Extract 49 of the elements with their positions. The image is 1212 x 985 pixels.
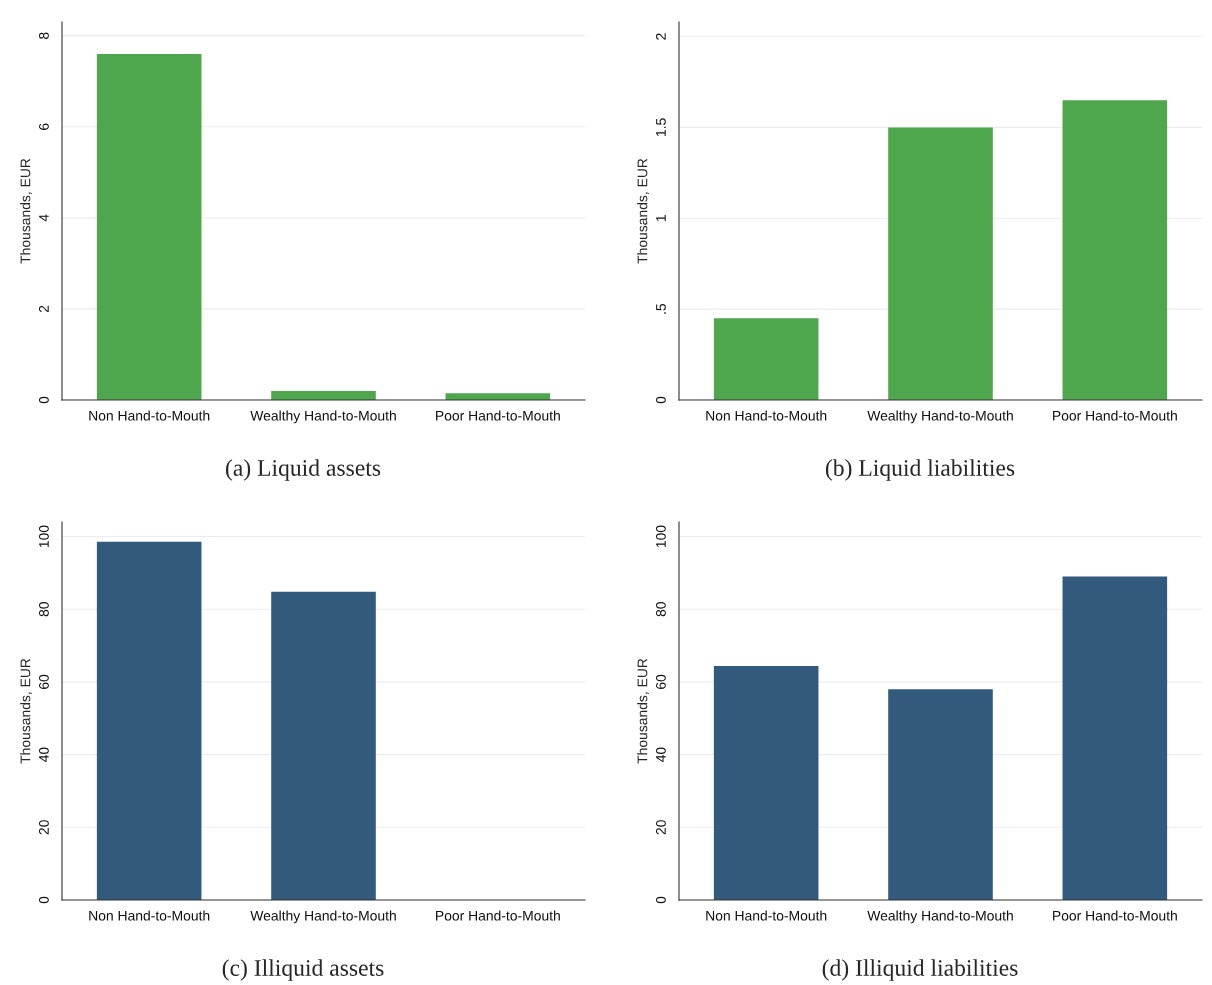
x-tick-label: Wealthy Hand-to-Mouth <box>867 410 1013 424</box>
y-tick-label: 20 <box>39 820 49 835</box>
bar <box>888 689 993 900</box>
y-tick-label: 1 <box>656 215 666 222</box>
bar <box>713 318 819 400</box>
y-tick-label: 80 <box>656 602 666 617</box>
text: (d) Illiquid liabilities <box>822 959 1018 981</box>
y-tick-label: 100 <box>656 525 666 548</box>
y-tick-label: 1.5 <box>656 118 666 136</box>
y-tick-label: 100 <box>39 525 49 548</box>
x-tick-label: Wealthy Hand-to-Mouth <box>250 410 396 424</box>
x-tick-label: Non Hand-to-Mouth <box>706 410 827 421</box>
y-axis-title: Thousands, EUR <box>20 158 32 264</box>
y-tick-label: .5 <box>656 303 666 314</box>
bar <box>713 665 819 900</box>
x-tick-label: Wealthy Hand-to-Mouth <box>867 910 1013 924</box>
x-tick-label: Non Hand-to-Mouth <box>89 410 210 421</box>
bar <box>96 53 202 400</box>
y-axis-title: Thousands, EUR <box>637 158 649 264</box>
y-tick-label: 8 <box>39 32 49 39</box>
y-tick-label: 0 <box>39 396 49 404</box>
x-tick-label: Non Hand-to-Mouth <box>706 910 827 921</box>
x-tick-label: Poor Hand-to-Mouth <box>1053 910 1177 921</box>
text: (a) Liquid assets <box>226 459 381 481</box>
y-tick-label: 20 <box>656 820 666 835</box>
x-tick-label: Wealthy Hand-to-Mouth <box>250 910 396 924</box>
y-axis-title: Thousands, EUR <box>20 658 32 764</box>
x-tick-label: Poor Hand-to-Mouth <box>436 410 560 421</box>
y-axis-title: Thousands, EUR <box>637 658 649 764</box>
y-tick-label: 40 <box>656 747 666 763</box>
bar <box>1062 100 1168 400</box>
y-tick-label: 60 <box>39 674 49 689</box>
y-tick-label: 60 <box>656 674 666 689</box>
x-tick-label: Poor Hand-to-Mouth <box>1053 410 1177 421</box>
y-tick-label: 80 <box>39 602 49 617</box>
y-tick-label: 6 <box>39 123 49 130</box>
y-tick-label: 0 <box>656 396 666 404</box>
x-tick-label: Non Hand-to-Mouth <box>89 910 210 921</box>
y-tick-label: 40 <box>39 747 49 763</box>
x-tick-label: Poor Hand-to-Mouth <box>436 910 560 921</box>
text: (b) Liquid liabilities <box>825 459 1015 481</box>
bar <box>888 127 993 400</box>
bar <box>1062 576 1168 900</box>
y-tick-label: 2 <box>39 305 49 313</box>
y-tick-label: 0 <box>656 896 666 904</box>
text: (c) Illiquid assets <box>222 959 384 981</box>
y-tick-label: 4 <box>39 214 49 222</box>
y-tick-label: 2 <box>656 33 666 40</box>
y-tick-label: 0 <box>39 896 49 904</box>
